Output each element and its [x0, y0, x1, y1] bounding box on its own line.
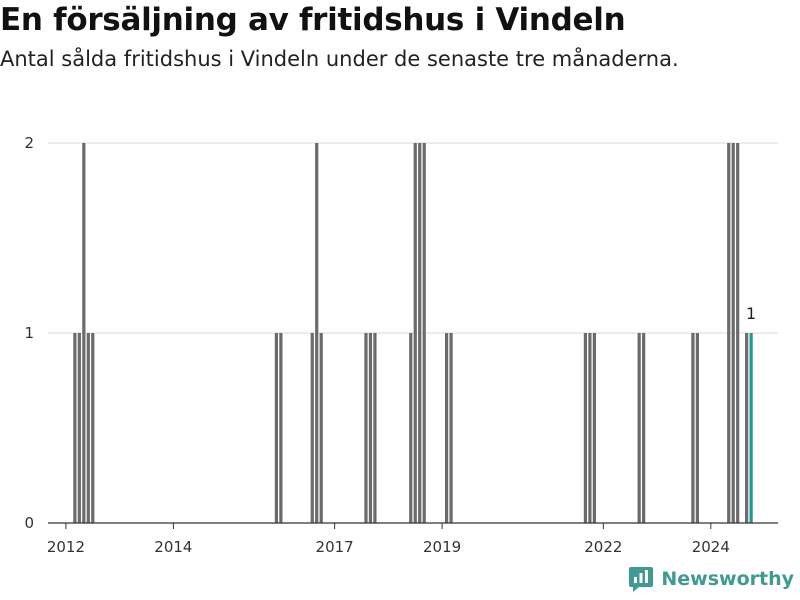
chart-title: En försäljning av fritidshus i Vindeln: [0, 2, 626, 38]
bar: [413, 143, 417, 523]
data-labels: 1: [746, 304, 756, 323]
bar: [727, 143, 731, 523]
bar: [77, 333, 81, 523]
bar: [691, 333, 695, 523]
x-tick-label: 2024: [692, 538, 730, 556]
bar: [73, 333, 77, 523]
y-tick-label: 2: [24, 134, 34, 152]
grid-lines: [48, 142, 778, 334]
bar: [637, 333, 641, 523]
bar: [310, 333, 314, 523]
bar: [91, 333, 95, 523]
bar: [444, 333, 449, 523]
bar: [642, 333, 646, 523]
bar: [82, 143, 86, 523]
bar: [736, 143, 740, 523]
bar: [86, 333, 90, 523]
bar: [449, 333, 453, 523]
bar: [583, 333, 588, 523]
y-tick-label: 0: [24, 514, 34, 532]
x-tick-label: 2012: [47, 538, 85, 556]
newsworthy-logo-icon: [629, 567, 654, 592]
bars: [73, 143, 753, 523]
bar: [422, 143, 426, 523]
bar: [279, 333, 283, 523]
brand-name: Newsworthy: [661, 568, 794, 590]
bar: [588, 333, 592, 523]
bar: [364, 333, 368, 523]
bar: [274, 333, 279, 523]
axes: 0 1 2 2012 2014 2017 2019 2022 2024: [24, 134, 778, 556]
x-tick-label: 2017: [316, 538, 354, 556]
bar: [315, 143, 319, 523]
bar: [418, 143, 422, 523]
brand: Newsworthy: [628, 565, 794, 593]
bar: [695, 333, 699, 523]
x-tick-label: 2022: [584, 538, 622, 556]
bar: [731, 143, 735, 523]
highlight-data-label: 1: [746, 304, 756, 323]
x-tick-label: 2019: [423, 538, 461, 556]
y-tick-label: 1: [24, 324, 34, 342]
bar: [319, 333, 323, 523]
bar: [368, 333, 373, 523]
bar: [373, 333, 377, 523]
x-tick-label: 2014: [154, 538, 192, 556]
bar: [409, 333, 413, 523]
highlight-bar: [749, 333, 753, 523]
bar: [592, 333, 596, 523]
chart-subtitle: Antal sålda fritidshus i Vindeln under d…: [0, 47, 679, 71]
bar: [745, 333, 749, 523]
